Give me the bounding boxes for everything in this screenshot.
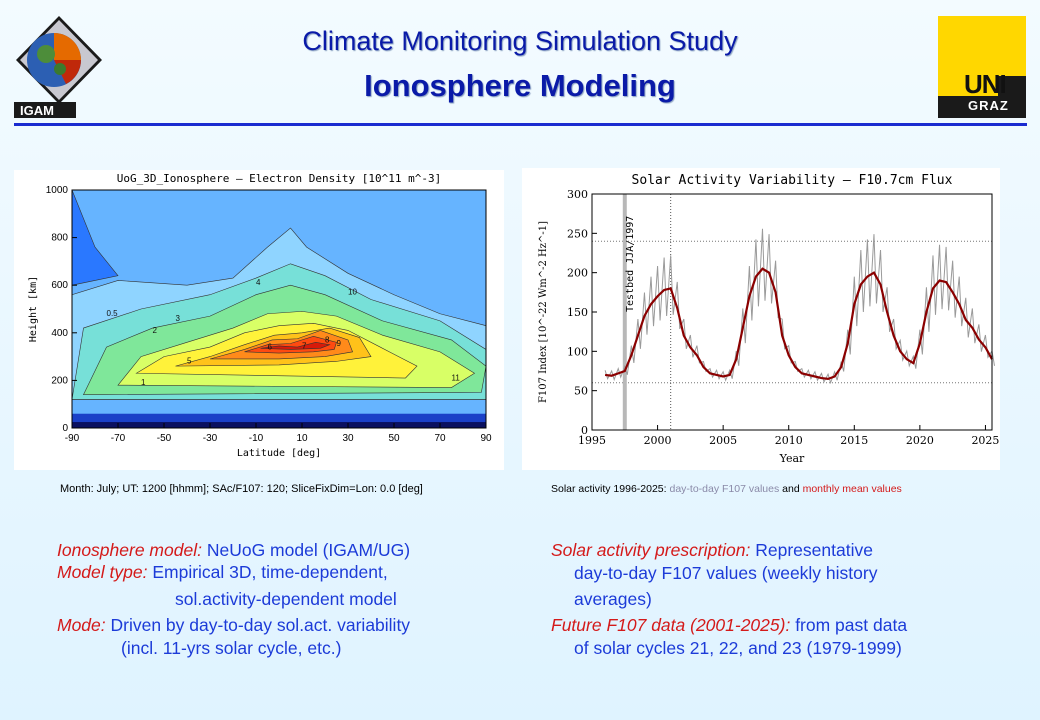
text-line-r3: averages)	[574, 589, 652, 609]
graz-logo-text: GRAZ	[968, 98, 1009, 113]
x-tick-label-4: 2015	[840, 434, 868, 447]
x-axis-label: Latitude [deg]	[237, 448, 321, 459]
contour-label-5: 5	[187, 357, 192, 366]
x-tick-label-7: 50	[388, 433, 400, 444]
solar-activity-caption: Solar activity 1996-2025: day-to-day F10…	[551, 483, 902, 495]
x-tick-label-5: 10	[296, 433, 308, 444]
x-tick-label-5: 2020	[906, 434, 934, 447]
testbed-label: Testbed JJA/1997	[625, 216, 636, 312]
contour-band-9	[260, 342, 331, 350]
y-tick-label-6: 300	[567, 188, 588, 201]
x-tick-label-1: 2000	[644, 434, 672, 447]
x-tick-label-6: 2025	[971, 434, 999, 447]
text-line-l5: (incl. 11-yrs solar cycle, etc.)	[121, 638, 342, 658]
contour-label-1: 1	[141, 378, 146, 387]
caption-part-a: Solar activity 1996-2025:	[551, 483, 670, 495]
x-tick-label-3: 2010	[775, 434, 803, 447]
text-line-r5: of solar cycles 21, 22, and 23 (1979-199…	[574, 638, 902, 658]
testbed-marker	[622, 194, 627, 430]
plot-frame	[591, 193, 993, 431]
x-tick-label-9: 90	[480, 433, 492, 444]
label-model-type: Model type:	[57, 562, 148, 582]
y-tick-label-2: 100	[567, 345, 588, 358]
y-tick-label-4: 800	[51, 233, 68, 244]
y-tick-label-1: 50	[574, 385, 588, 398]
solar-activity-panel: Testbed JJA/1997 1995 2000 2005 2010 2015 2020…	[522, 168, 1000, 470]
chart-title: UoG_3D_Ionosphere – Electron Density [10…	[117, 172, 442, 185]
x-tick-label-4: -10	[249, 433, 264, 444]
monthly-mean-line	[604, 267, 993, 380]
text-model-type: Empirical 3D, time-dependent,	[147, 562, 388, 582]
page-title: Climate Monitoring Simulation Study	[302, 26, 738, 56]
caption-part-c: and	[779, 483, 803, 495]
y-tick-label-0: 0	[62, 423, 68, 434]
caption-part-d: monthly mean values	[802, 483, 902, 495]
y-tick-label-1: 200	[51, 375, 68, 386]
x-tick-label-8: 70	[434, 433, 446, 444]
x-tick-label-3: -30	[203, 433, 218, 444]
ground-band	[72, 422, 486, 428]
text-line-l2: Model type: Empirical 3D, time-dependent…	[57, 561, 388, 583]
electron-density-panel: -90 -70 -50 -30 -10 10 30 50 70 90 0 200 400 600 800 10…	[14, 170, 504, 470]
contour-label-6: 6	[268, 342, 273, 351]
uni-logo-text: UNI	[964, 69, 1007, 99]
text-line-l4: Mode: Driven by day-to-day sol.act. vari…	[57, 614, 410, 636]
text-future-f107: from past data	[790, 615, 908, 635]
y-tick-label-5: 250	[567, 227, 588, 240]
text-line-r4: Future F107 data (2001-2025): from past …	[551, 614, 907, 636]
text-ionosphere-model: NeUoG model (IGAM/UG)	[201, 540, 411, 560]
y-tick-label-3: 150	[567, 306, 588, 319]
x-axis-label: Year	[779, 452, 805, 465]
contour-label-4: 4	[256, 278, 261, 287]
label-solar-prescription: Solar activity prescription:	[551, 540, 751, 560]
text-line-r2: day-to-day F107 values (weekly history	[574, 563, 878, 583]
plot-frame	[71, 189, 487, 429]
y-tick-label-5: 1000	[46, 185, 69, 196]
label-future-f107: Future F107 data (2001-2025):	[551, 615, 791, 635]
y-tick-label-3: 600	[51, 280, 68, 291]
text-line-l1: Ionosphere model: NeUoG model (IGAM/UG)	[57, 539, 410, 561]
x-tick-label-2: -50	[157, 433, 172, 444]
text-solar-prescription: Representative	[750, 540, 873, 560]
electron-density-chart: -90 -70 -50 -30 -10 10 30 50 70 90020040060080010…	[28, 172, 492, 459]
text-mode: Driven by day-to-day sol.act. variabilit…	[105, 615, 411, 635]
y-tick-label-0: 0	[581, 424, 588, 437]
label-ionosphere-model: Ionosphere model:	[57, 540, 202, 560]
x-tick-label-2: 2005	[709, 434, 737, 447]
daily-values-line	[604, 228, 995, 385]
x-tick-label-6: 30	[342, 433, 354, 444]
y-tick-label-4: 200	[567, 267, 588, 280]
contour-label-10: 10	[348, 288, 357, 297]
uni-graz-logo	[938, 16, 1026, 118]
page-subtitle: Ionosphere Modeling	[364, 68, 676, 103]
electron-density-caption: Month: July; UT: 1200 [hhmm]; SAc/F107: …	[60, 483, 423, 495]
contour-band-8	[244, 336, 337, 354]
contour-label-3: 3	[176, 314, 181, 323]
text-line-l3: sol.activity-dependent model	[175, 589, 397, 609]
x-tick-label-0: -90	[65, 433, 80, 444]
label-mode: Mode:	[57, 615, 106, 635]
chart-title: Solar Activity Variability – F10.7cm Flu…	[632, 173, 953, 188]
contour-label-8: 8	[325, 335, 330, 344]
caption-part-b: day-to-day F107 values	[669, 483, 780, 495]
igam-logo: IGAM	[14, 14, 104, 120]
text-line-r1: Solar activity prescription: Representat…	[551, 539, 873, 561]
contour-label-0: 0.5	[107, 309, 119, 318]
contour-label-9: 9	[337, 339, 342, 348]
header-divider	[14, 123, 1027, 126]
y-axis-label: F107 Index [10^-22 Wm^-2 Hz^-1]	[538, 221, 549, 403]
contour-label-7: 7	[302, 341, 307, 350]
contour-label-11: 11	[452, 373, 461, 382]
y-tick-label-2: 400	[51, 328, 68, 339]
contour-label-2: 2	[153, 326, 158, 335]
x-tick-label-1: -70	[111, 433, 126, 444]
svg-text:IGAM: IGAM	[20, 103, 54, 118]
x-tick-label-0: 1995	[578, 434, 606, 447]
y-axis-label: Height [km]	[28, 276, 39, 342]
